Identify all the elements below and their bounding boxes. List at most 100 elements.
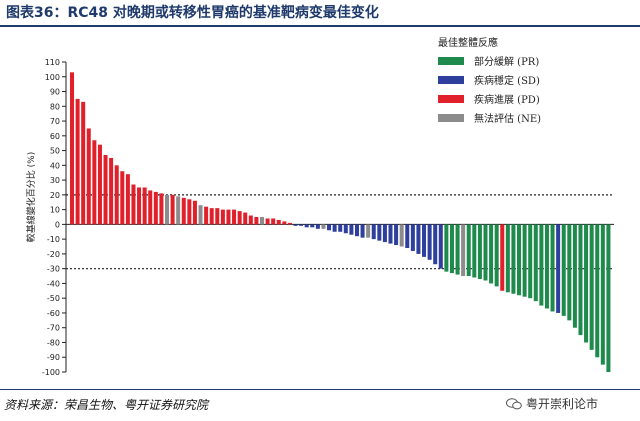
bar [349,224,354,235]
y-tick-label: 0 [55,220,60,229]
figure-title: 图表36：RC48 对晚期或转移性胃癌的基准靶病变最佳变化 [6,5,379,21]
bar [472,224,477,278]
bar [321,224,326,229]
source-note: 资料来源：荣昌生物、粤开证券研究院 [4,398,209,412]
bar [366,224,371,238]
y-tick-label: -50 [47,294,60,303]
bar [556,224,561,313]
bar [86,128,91,225]
bar [422,224,427,257]
bar [455,224,460,275]
bar [75,98,80,225]
bar [466,224,471,277]
bar [81,101,86,225]
legend-label: 部分緩解 (PR) [474,55,539,68]
bar [215,208,220,225]
bar [371,224,376,240]
bar [394,224,399,246]
bar [114,165,119,225]
y-tick-label: -90 [47,353,60,362]
bar [578,224,583,336]
y-tick-label: 50 [50,147,60,156]
bar [505,224,510,293]
bar [416,224,421,254]
title-divider [0,25,640,27]
y-tick-label: 70 [50,117,60,126]
bar [142,187,147,225]
y-tick-label: 60 [50,132,60,141]
bar [265,218,270,225]
bar [410,224,415,251]
bar [377,224,382,241]
bar [338,224,343,232]
y-tick-label: -40 [47,279,60,288]
bar [248,215,253,225]
bar [109,157,114,225]
watermark-text: 粤开崇利论市 [526,397,599,411]
bar [293,224,298,226]
bar [70,72,75,225]
bar [483,224,488,281]
bar [159,193,164,225]
bar [176,196,181,225]
bar [522,224,527,297]
bar-series [70,72,611,372]
y-tick-label: -100 [42,368,60,377]
y-tick-label: 110 [45,58,60,67]
bar [103,155,108,225]
bar [572,224,577,328]
bar [187,199,192,225]
legend-swatch [438,76,464,84]
bar [354,224,359,237]
y-tick-label: -10 [47,235,60,244]
bar [92,140,97,225]
bar [220,209,225,225]
bar [584,224,589,343]
bar [399,224,404,247]
bar [276,219,281,225]
bar [539,224,544,306]
bar [388,224,393,244]
bar [120,171,125,225]
legend-label: 疾病穩定 (SD) [474,74,540,87]
legend-label: 無法評估 (NE) [474,112,541,125]
bar [533,224,538,302]
bar [511,224,516,294]
bar [226,209,231,225]
bar [282,221,287,225]
bar [438,224,443,269]
bar [287,222,292,225]
y-tick-label: -20 [47,250,60,259]
waterfall-chart: 1101009080706050403020100-10-20-30-40-50… [25,36,614,377]
bar [131,184,136,225]
bar [254,217,259,225]
y-axis: 1101009080706050403020100-10-20-30-40-50… [42,58,67,377]
bar [170,194,175,225]
bar [360,224,365,238]
bar [153,191,158,225]
bar [192,200,197,225]
legend-swatch [438,114,464,122]
watermark: 粤开崇利论市 [506,395,598,412]
y-axis-title: 較基線變化百分比 (%) [25,152,37,242]
bar [209,208,214,225]
bar [164,194,170,225]
y-tick-label: -70 [47,324,60,333]
bar [595,224,600,358]
bar [461,224,466,277]
bar [148,190,153,225]
y-tick-label: 30 [50,176,60,185]
bar [382,224,387,243]
bar [600,224,605,365]
bar [304,224,309,228]
bar [327,224,332,231]
y-tick-label: 20 [50,191,60,200]
bar [204,206,209,225]
bar [517,224,522,296]
bar [332,224,337,232]
bar [561,224,566,316]
bar [232,209,237,225]
bar [606,224,611,372]
y-tick-label: -60 [47,309,60,318]
